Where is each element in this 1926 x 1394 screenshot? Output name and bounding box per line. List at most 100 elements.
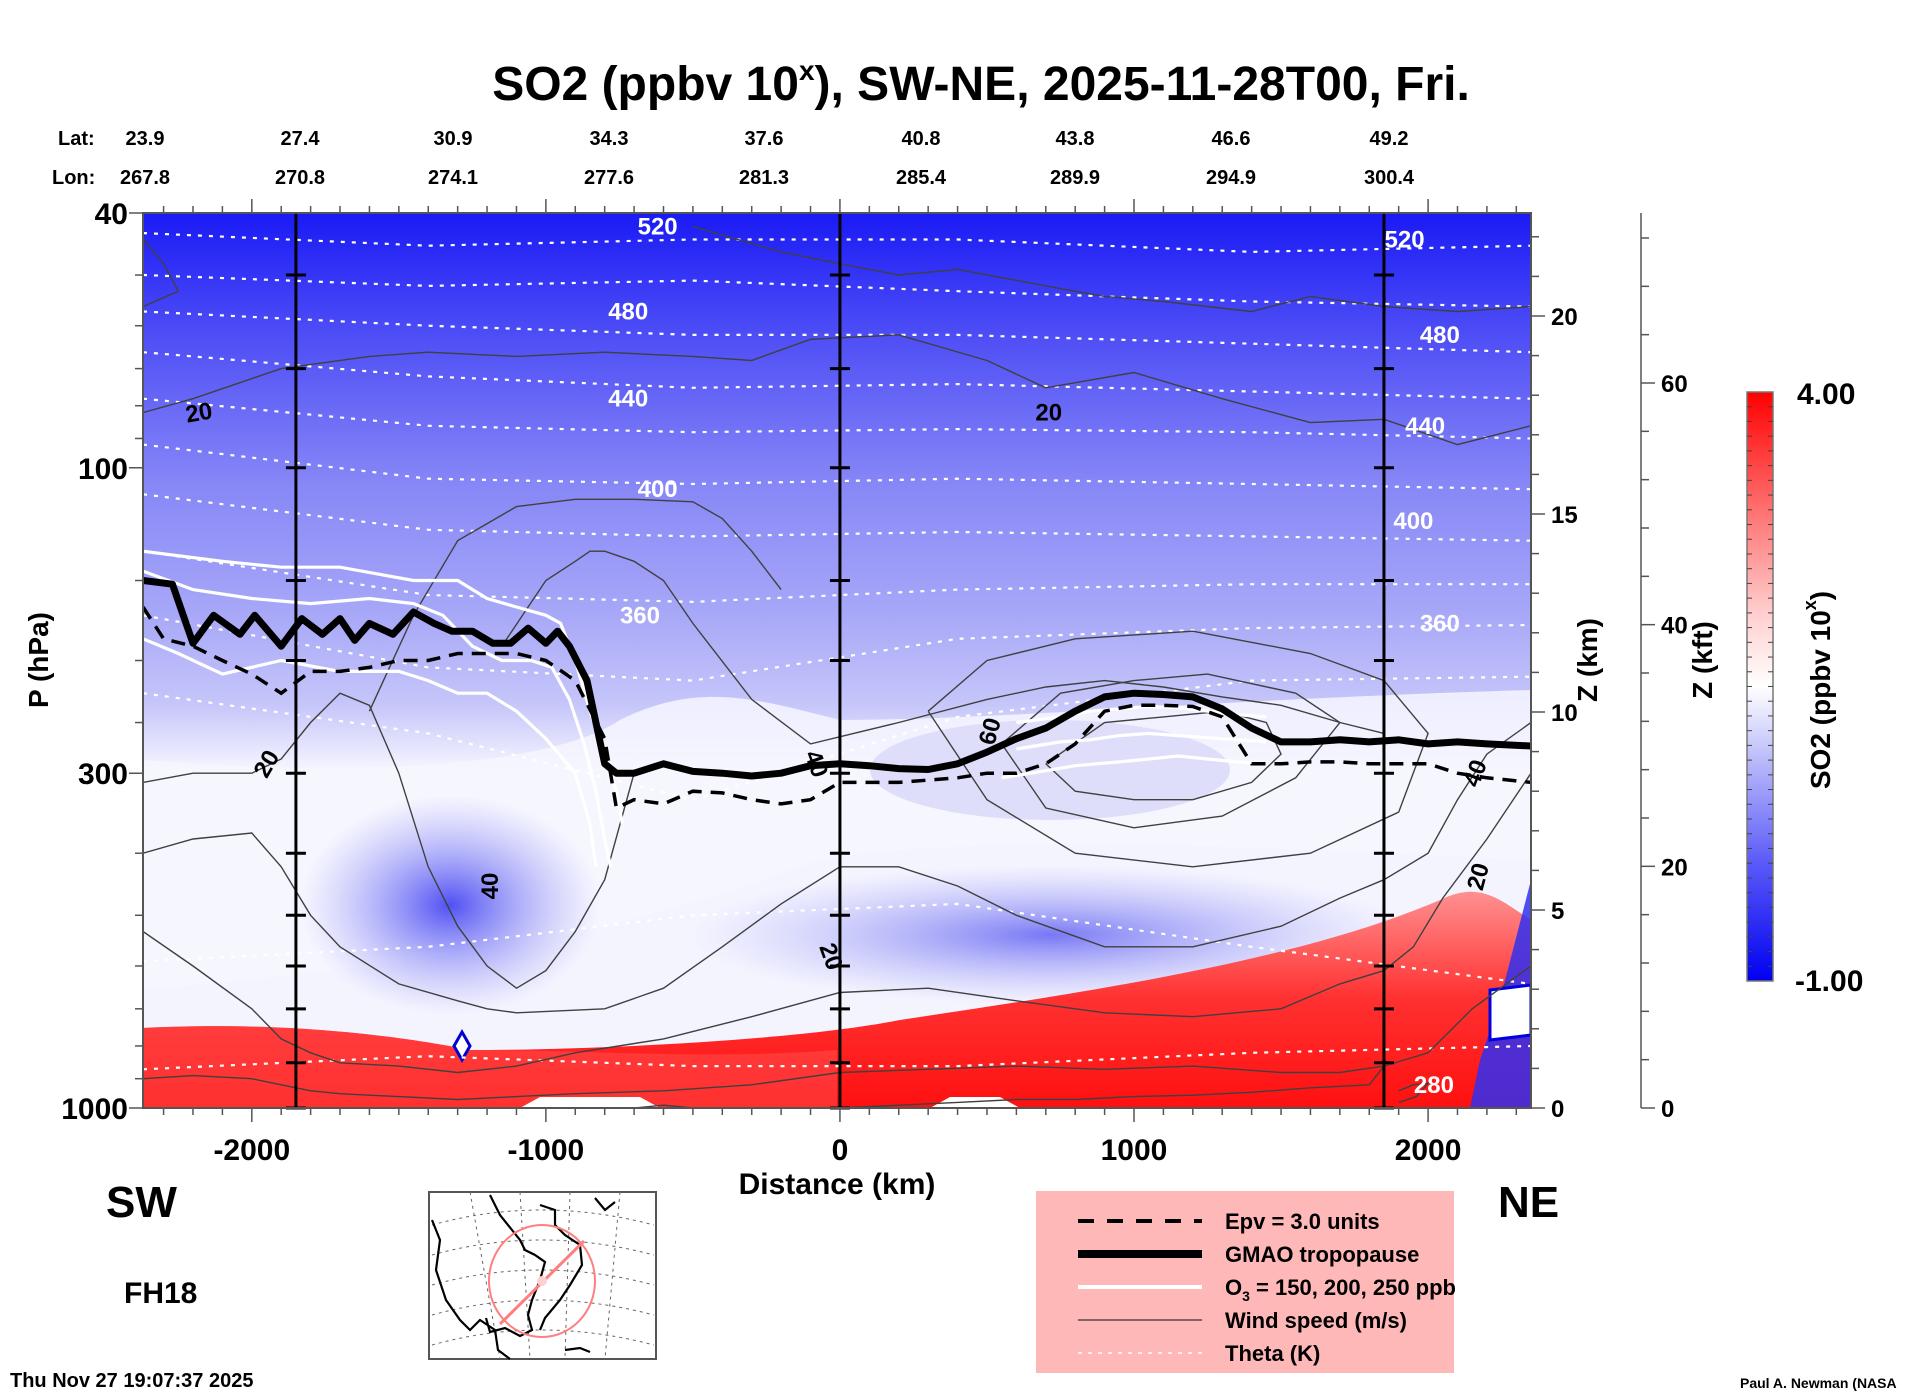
theta-contour-label: 360 — [1420, 610, 1460, 637]
y-tick-label: 1000 — [61, 1093, 128, 1126]
theta-contour-line — [143, 351, 1531, 400]
theta-contour-line — [143, 310, 1531, 354]
wind-speed-contour-line — [368, 498, 782, 712]
lat-value: 27.4 — [281, 128, 321, 150]
z-km-tick-label: 5 — [1551, 898, 1564, 925]
lon-value: 270.8 — [275, 167, 325, 189]
theta-contour-label: 400 — [638, 476, 678, 503]
x-tick-label: -2000 — [213, 1134, 290, 1167]
lon-value: 274.1 — [428, 167, 478, 189]
wind-speed-contour-line — [927, 630, 1429, 868]
theta-contour-line — [143, 397, 1531, 440]
x-tick-label: -1000 — [508, 1134, 585, 1167]
lat-value: 40.8 — [902, 128, 941, 150]
wind-speed-contour-line — [832, 1065, 1385, 1108]
credit: Paul A. Newman (NASA — [1740, 1375, 1897, 1391]
wind-speed-contour-line — [501, 550, 1385, 745]
legend: Epv = 3.0 units GMAO tropopause O3 = 150, … — [1036, 1191, 1456, 1373]
so2-field-low-corner — [1470, 880, 1531, 1108]
theta-contour-line — [143, 443, 1531, 491]
chart-title: SO2 (ppbv 10x), SW-NE, 2025-11-28T00, Fr… — [492, 55, 1470, 111]
wind-speed-contour-line — [1001, 673, 1341, 829]
wind-speed-contour-line — [143, 239, 180, 308]
sw-label: SW — [106, 1178, 177, 1227]
lat-row-label: Lat: — [58, 128, 95, 150]
lon-value: 281.3 — [739, 167, 789, 189]
ozone-contour-line — [1016, 731, 1267, 751]
legend-background — [1036, 1191, 1454, 1373]
wind-speed-contour-line — [143, 692, 635, 990]
lat-value: 46.6 — [1212, 128, 1251, 150]
theta-contour-label: 360 — [620, 602, 660, 629]
legend-label: GMAO tropopause — [1225, 1242, 1419, 1267]
lat-value: 43.8 — [1056, 128, 1095, 150]
lon-value: 289.9 — [1050, 167, 1100, 189]
theta-contour-line — [143, 493, 1531, 542]
x-tick-label: 1000 — [1101, 1134, 1168, 1167]
colorbar-max-label: 4.00 — [1797, 378, 1855, 411]
tropopause-line — [143, 577, 1531, 780]
lat-value: 23.9 — [126, 128, 165, 150]
legend-label: Wind speed (m/s) — [1225, 1308, 1407, 1333]
legend-label: Theta (K) — [1225, 1341, 1320, 1366]
x-tick-label: 2000 — [1395, 1134, 1462, 1167]
lat-value: 30.9 — [434, 128, 473, 150]
wind-contour-label: 20 — [1035, 400, 1062, 427]
theta-contours — [143, 232, 1531, 1071]
x-axis-title: Distance (km) — [739, 1168, 936, 1201]
ozone-contour-line — [1001, 754, 1267, 780]
ozone-contour-line — [143, 569, 613, 868]
z-km-tick-label: 20 — [1551, 304, 1578, 331]
z-km-tick-label: 0 — [1551, 1096, 1564, 1123]
ne-label: NE — [1498, 1178, 1559, 1227]
y-tick-label: 300 — [78, 758, 128, 791]
map-inset — [428, 1191, 657, 1360]
colorbar: 4.00 -1.00 SO2 (ppbv 10x) — [1746, 378, 1863, 998]
map-range-circle — [488, 1224, 596, 1338]
theta-contour-label: 400 — [1393, 508, 1433, 535]
colorbar-ticks — [1747, 406, 1773, 967]
z-kft-tick-label: 20 — [1661, 854, 1688, 881]
timestamp: Thu Nov 27 19:07:37 2025 — [10, 1370, 253, 1392]
theta-contour-label: 440 — [1405, 413, 1445, 440]
gmao-tropopause — [143, 577, 1531, 780]
legend-label: O3 = 150, 200, 250 ppb — [1225, 1275, 1456, 1304]
theta-contour-label: 280 — [1414, 1072, 1454, 1099]
theta-contour-label: 480 — [608, 298, 648, 325]
z-kft-tick-label: 60 — [1661, 371, 1688, 398]
colorbar-min-label: -1.00 — [1795, 965, 1863, 998]
wind-contour-label: 20 — [183, 397, 214, 428]
z-kft-axis-title: Z (kft) — [1687, 621, 1718, 699]
map-center-marker — [537, 1276, 547, 1286]
legend-label: Epv = 3.0 units — [1225, 1209, 1380, 1234]
z-km-axis-title: Z (km) — [1572, 618, 1603, 702]
lon-value: 277.6 — [584, 167, 634, 189]
z-km-tick-label: 10 — [1551, 700, 1578, 727]
wind-speed-contour-line — [143, 721, 1531, 1014]
theta-contour-label: 520 — [638, 214, 678, 241]
wind-speed-contour-line — [1045, 710, 1282, 801]
vertical-markers — [285, 213, 1394, 1110]
lat-value: 37.6 — [745, 128, 784, 150]
so2-field-masked-region — [1488, 983, 1531, 1042]
x-tick-label: 0 — [832, 1134, 849, 1167]
wind-speed-contour-line — [143, 965, 1531, 1101]
map-frame — [428, 1191, 657, 1360]
ground-mask — [520, 1097, 660, 1108]
epv-contour — [143, 606, 1531, 811]
theta-contour-label: 480 — [1420, 322, 1460, 349]
z-kft-tick-label: 40 — [1661, 613, 1688, 640]
lon-value: 285.4 — [896, 167, 947, 189]
theta-contour-line — [143, 902, 1531, 985]
theta-contour-line — [143, 273, 1531, 308]
ozone-contour-line — [143, 637, 598, 868]
forecast-hour-label: FH18 — [124, 1277, 197, 1310]
axes: -2000 -1000 0 1000 2000 40 100 300 1000 0 5 10 15 20 0… — [61, 198, 1687, 1167]
y-axis-title: P (hPa) — [23, 612, 54, 708]
z-km-tick-label: 15 — [1551, 502, 1578, 529]
so2-field-low-blob — [300, 795, 600, 1015]
lat-value: 49.2 — [1370, 128, 1409, 150]
so2-field-high-left — [143, 1026, 837, 1108]
wind-speed-contour-line — [1398, 1082, 1430, 1104]
